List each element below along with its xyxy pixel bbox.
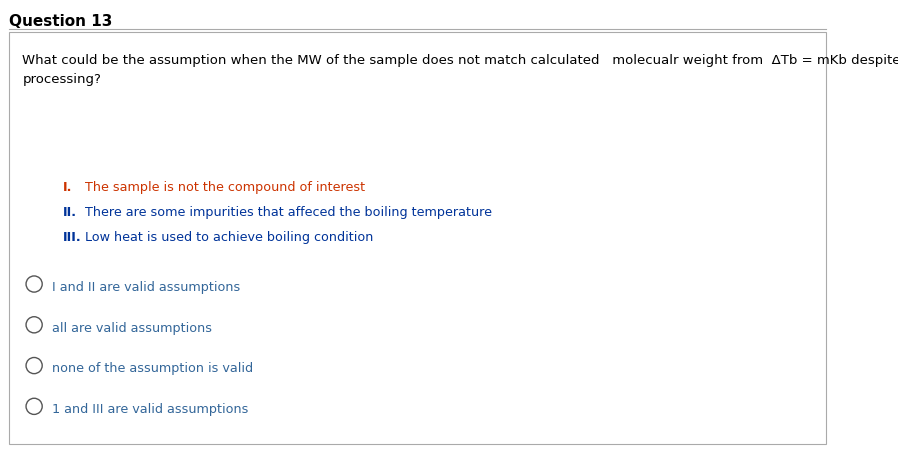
- Text: I and II are valid assumptions: I and II are valid assumptions: [52, 281, 241, 294]
- Text: II.: II.: [63, 206, 77, 219]
- Text: none of the assumption is valid: none of the assumption is valid: [52, 362, 253, 376]
- Text: What could be the assumption when the MW of the sample does not match calculated: What could be the assumption when the MW…: [22, 54, 898, 87]
- Text: Question 13: Question 13: [9, 14, 112, 29]
- Text: III.: III.: [63, 231, 82, 244]
- Text: There are some impurities that affeced the boiling temperature: There are some impurities that affeced t…: [81, 206, 492, 219]
- Text: 1 and III are valid assumptions: 1 and III are valid assumptions: [52, 403, 249, 416]
- Text: The sample is not the compound of interest: The sample is not the compound of intere…: [81, 181, 365, 194]
- Text: all are valid assumptions: all are valid assumptions: [52, 322, 212, 335]
- Text: Low heat is used to achieve boiling condition: Low heat is used to achieve boiling cond…: [81, 231, 374, 244]
- Text: I.: I.: [63, 181, 72, 194]
